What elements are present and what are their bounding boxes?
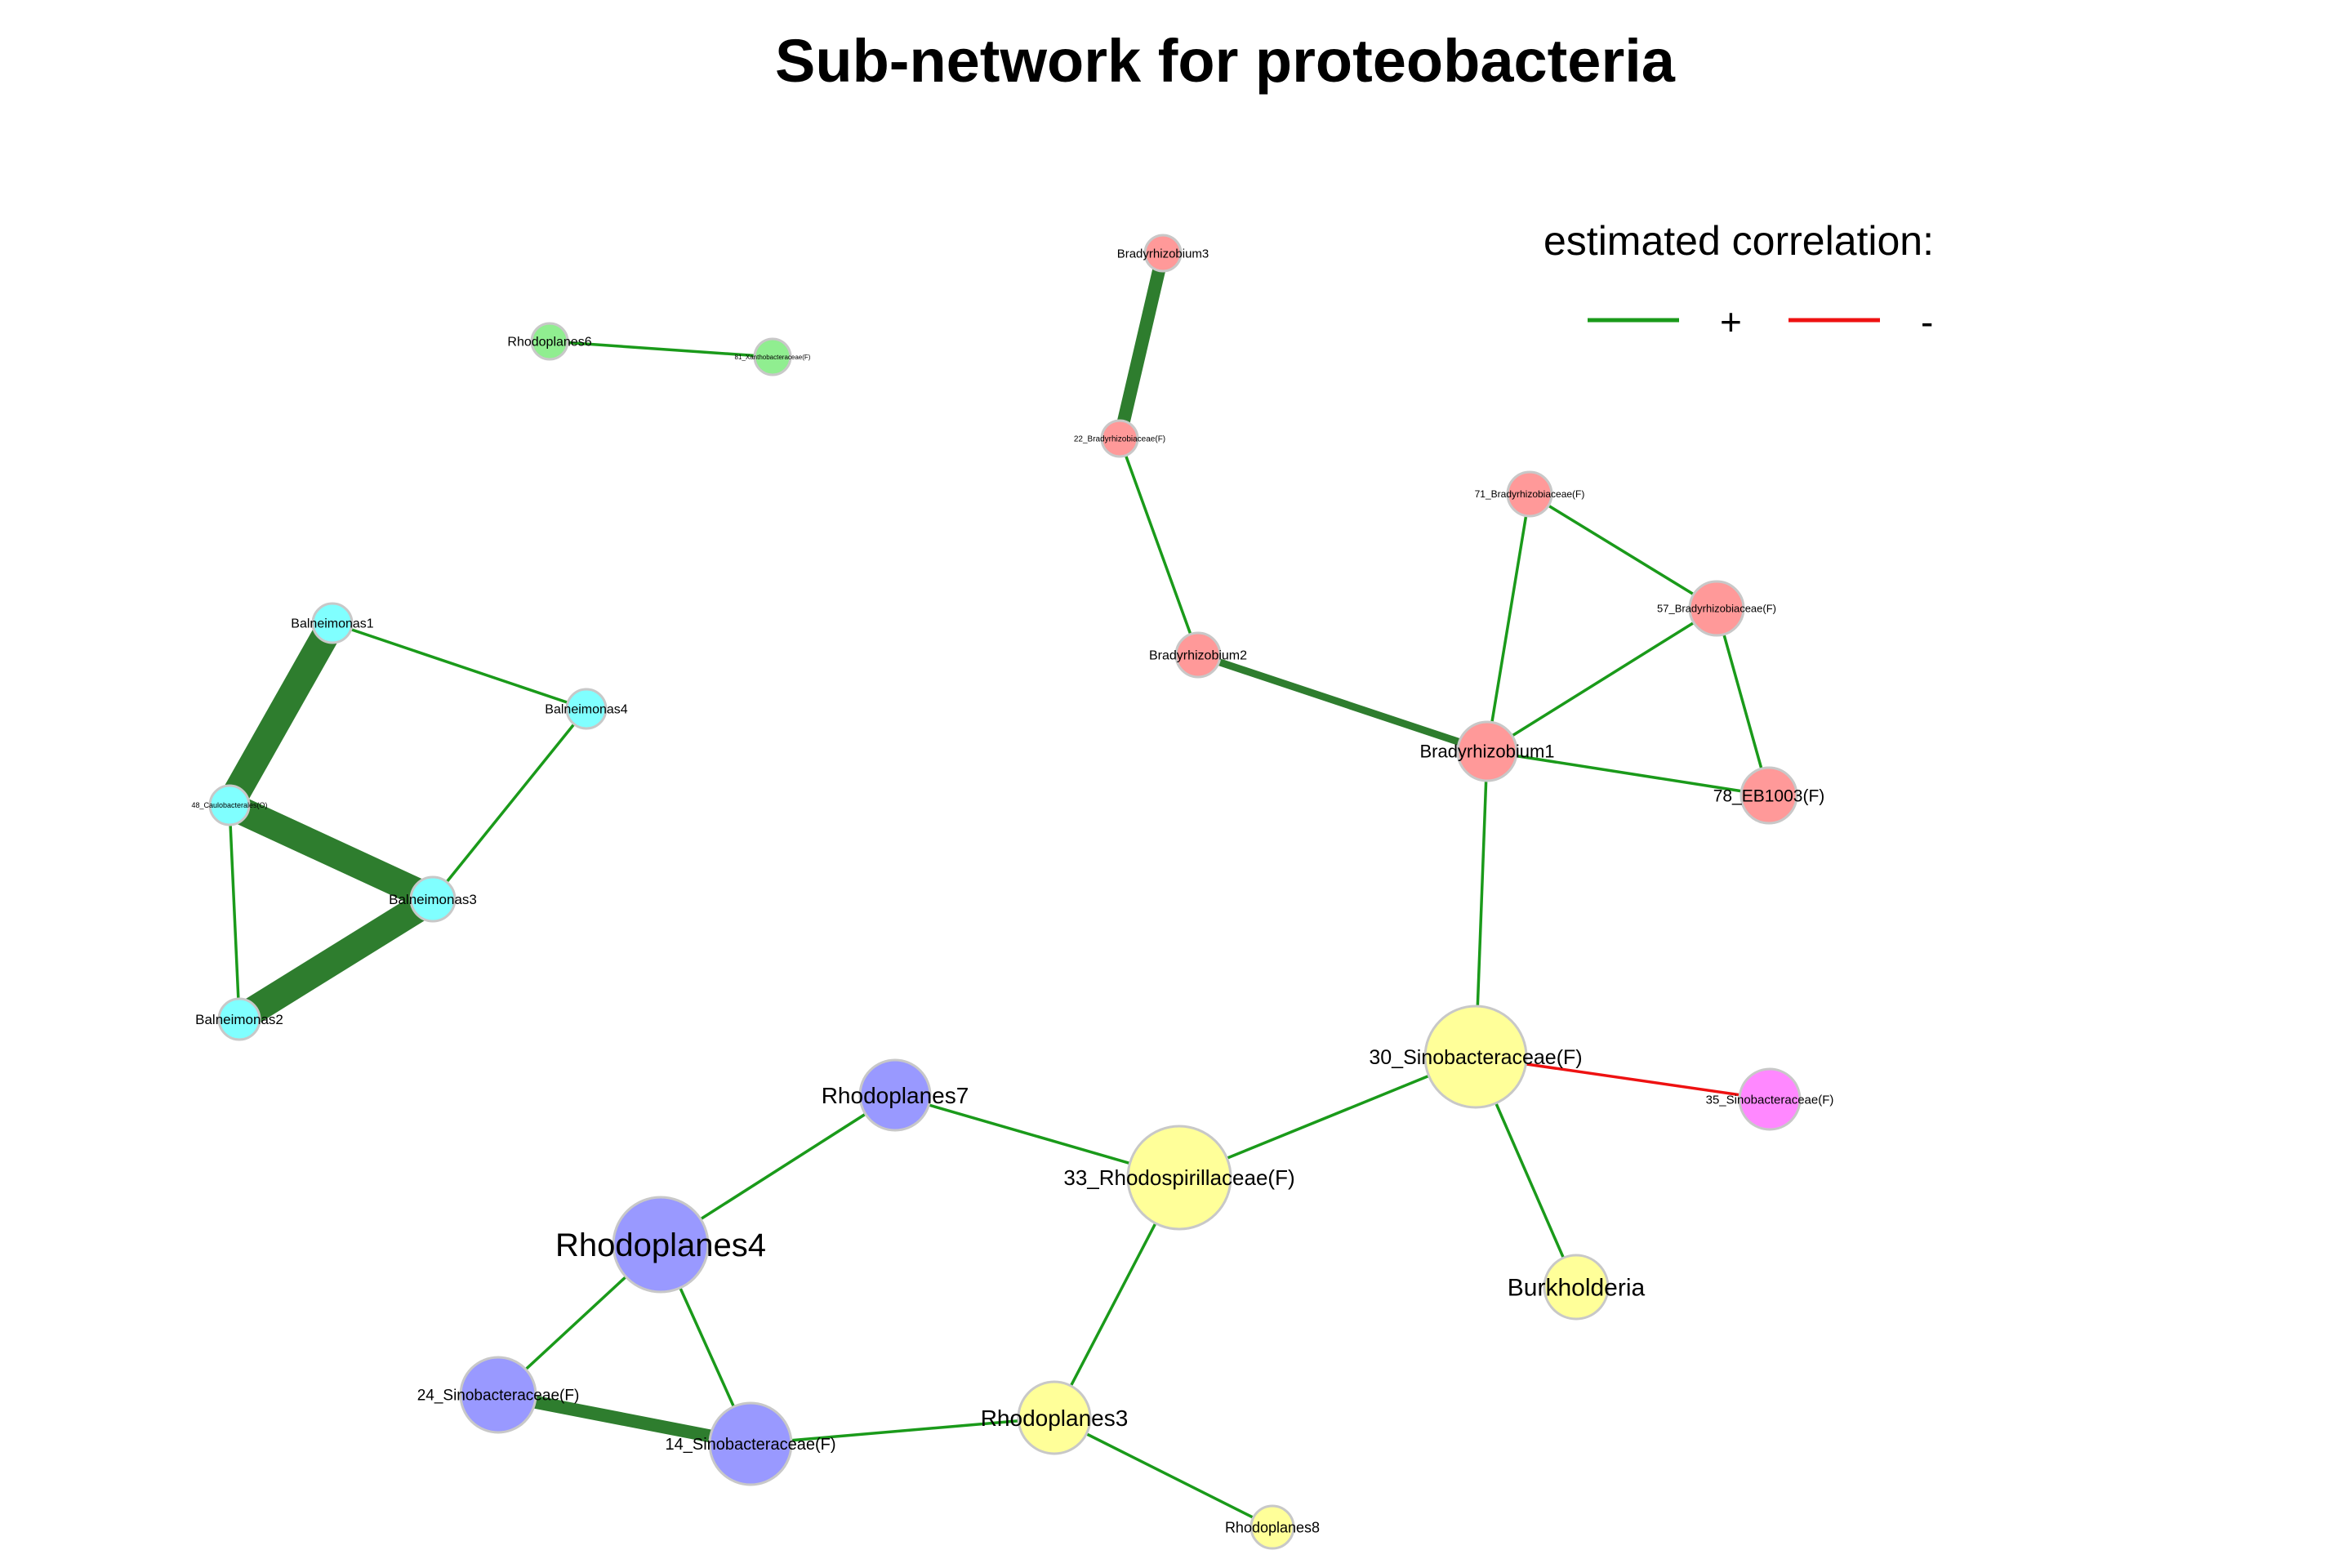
- node-circle-balneimonas3[interactable]: [409, 875, 457, 923]
- node-circle-rhodoplanes8[interactable]: [1250, 1504, 1295, 1550]
- edge-n71-n57: [1529, 492, 1717, 610]
- node-label-bradyrhizobium1: Bradyrhizobium1: [1419, 742, 1554, 762]
- node-circle-burkholderia[interactable]: [1543, 1254, 1610, 1321]
- edge-rhodoplanes6-n81: [549, 340, 773, 359]
- edge-n24-n14: [497, 1388, 752, 1450]
- node-label-n33: 33_Rhodospirillaceae(F): [1063, 1165, 1294, 1190]
- node-n81[interactable]: 81_Xanthobacteraceae(F): [735, 337, 811, 376]
- node-n33[interactable]: 33_Rhodospirillaceae(F): [1063, 1125, 1295, 1231]
- chart-title: Sub-network for proteobacteria: [775, 27, 1675, 95]
- node-bradyrhizobium2[interactable]: Bradyrhizobium2: [1149, 631, 1247, 679]
- node-n24[interactable]: 24_Sinobacteraceae(F): [417, 1356, 580, 1434]
- edge-n48-balneimonas3: [223, 792, 439, 912]
- node-circle-n35[interactable]: [1738, 1067, 1802, 1131]
- node-balneimonas4[interactable]: Balneimonas4: [545, 688, 628, 730]
- node-label-bradyrhizobium2: Bradyrhizobium2: [1149, 649, 1247, 663]
- node-n30[interactable]: 30_Sinobacteraceae(F): [1369, 1004, 1583, 1109]
- node-n48[interactable]: 48_Caulobacterales(O): [191, 784, 268, 826]
- node-circle-bradyrhizobium3[interactable]: [1143, 234, 1183, 273]
- legend: estimated correlation: + -: [1544, 218, 1934, 343]
- edge-balneimonas1-n48: [217, 616, 345, 813]
- node-label-balneimonas1: Balneimonas1: [291, 617, 374, 631]
- node-label-n14: 14_Sinobacteraceae(F): [665, 1436, 835, 1454]
- node-n14[interactable]: 14_Sinobacteraceae(F): [665, 1401, 836, 1486]
- node-circle-n33[interactable]: [1126, 1125, 1232, 1231]
- node-label-n81: 81_Xanthobacteraceae(F): [735, 354, 811, 361]
- node-rhodoplanes8[interactable]: Rhodoplanes8: [1225, 1504, 1320, 1550]
- node-label-n30: 30_Sinobacteraceae(F): [1369, 1046, 1582, 1069]
- node-label-n35: 35_Sinobacteraceae(F): [1706, 1093, 1834, 1107]
- node-circle-n14[interactable]: [708, 1401, 793, 1486]
- edges-layer: [217, 252, 1771, 1529]
- node-bradyrhizobium3[interactable]: Bradyrhizobium3: [1117, 234, 1209, 273]
- legend-negative-label: -: [1921, 301, 1933, 343]
- node-label-rhodoplanes3: Rhodoplanes3: [981, 1405, 1129, 1431]
- node-bradyrhizobium1[interactable]: Bradyrhizobium1: [1419, 720, 1555, 782]
- edge-n30-n33: [1178, 1055, 1477, 1179]
- node-circle-bradyrhizobium1[interactable]: [1456, 720, 1518, 782]
- edge-balneimonas4-balneimonas3: [431, 707, 588, 901]
- legend-title: estimated correlation:: [1544, 218, 1934, 264]
- edge-rhodoplanes3-rhodoplanes8: [1054, 1416, 1273, 1529]
- nodes-layer: Rhodoplanes6 81_Xanthobacteraceae(F) Brady…: [191, 234, 1834, 1550]
- node-n35[interactable]: 35_Sinobacteraceae(F): [1706, 1067, 1834, 1131]
- node-circle-n57[interactable]: [1688, 580, 1745, 637]
- node-circle-n81[interactable]: [753, 337, 792, 376]
- node-burkholderia[interactable]: Burkholderia: [1508, 1254, 1646, 1321]
- edge-n57-bradyrhizobium1: [1486, 607, 1717, 753]
- edge-bradyrhizobium1-n78: [1486, 750, 1770, 797]
- node-label-balneimonas4: Balneimonas4: [545, 703, 628, 717]
- node-n78[interactable]: 78_EB1003(F): [1713, 766, 1825, 825]
- edge-bradyrhizobium2-bradyrhizobium1: [1196, 651, 1489, 755]
- node-circle-n22[interactable]: [1100, 419, 1139, 458]
- node-rhodoplanes3[interactable]: Rhodoplanes3: [981, 1380, 1129, 1455]
- node-label-n48: 48_Caulobacterales(O): [191, 801, 267, 809]
- node-balneimonas1[interactable]: Balneimonas1: [291, 602, 374, 644]
- node-label-bradyrhizobium3: Bradyrhizobium3: [1117, 247, 1209, 261]
- node-label-rhodoplanes7: Rhodoplanes7: [822, 1083, 969, 1108]
- edge-n22-bradyrhizobium2: [1118, 438, 1200, 656]
- node-label-rhodoplanes4: Rhodoplanes4: [555, 1227, 766, 1263]
- node-label-n24: 24_Sinobacteraceae(F): [417, 1388, 580, 1405]
- node-circle-n48[interactable]: [208, 784, 251, 826]
- node-circle-n78[interactable]: [1740, 766, 1798, 825]
- node-circle-rhodoplanes3[interactable]: [1017, 1380, 1092, 1455]
- node-circle-bradyrhizobium2[interactable]: [1174, 631, 1222, 679]
- node-rhodoplanes7[interactable]: Rhodoplanes7: [822, 1058, 969, 1132]
- node-circle-rhodoplanes4[interactable]: [612, 1196, 710, 1294]
- node-circle-balneimonas2[interactable]: [217, 997, 261, 1041]
- legend-positive-label: +: [1720, 301, 1742, 343]
- node-n57[interactable]: 57_Bradyrhizobiaceae(F): [1657, 580, 1776, 637]
- node-label-rhodoplanes6: Rhodoplanes6: [507, 336, 591, 350]
- node-circle-n71[interactable]: [1506, 470, 1553, 518]
- node-balneimonas2[interactable]: Balneimonas2: [195, 997, 283, 1041]
- node-rhodoplanes6[interactable]: Rhodoplanes6: [507, 322, 592, 361]
- node-label-n71: 71_Bradyrhizobiaceae(F): [1475, 488, 1585, 500]
- node-label-rhodoplanes8: Rhodoplanes8: [1225, 1519, 1320, 1535]
- node-label-balneimonas2: Balneimonas2: [195, 1012, 283, 1027]
- edge-bradyrhizobium3-n22: [1113, 252, 1169, 440]
- node-balneimonas3[interactable]: Balneimonas3: [389, 875, 477, 923]
- node-label-n22: 22_Bradyrhizobiaceae(F): [1074, 435, 1165, 444]
- node-circle-rhodoplanes6[interactable]: [530, 322, 569, 361]
- node-circle-balneimonas4[interactable]: [565, 688, 608, 730]
- node-label-balneimonas3: Balneimonas3: [389, 892, 477, 907]
- edge-n57-n78: [1715, 608, 1771, 796]
- edge-n48-balneimonas2: [228, 804, 241, 1020]
- node-circle-rhodoplanes7[interactable]: [858, 1058, 932, 1132]
- node-label-n57: 57_Bradyrhizobiaceae(F): [1657, 603, 1776, 615]
- node-circle-n30[interactable]: [1423, 1004, 1528, 1109]
- node-circle-balneimonas1[interactable]: [311, 602, 354, 644]
- node-label-n78: 78_EB1003(F): [1713, 786, 1825, 805]
- node-label-burkholderia: Burkholderia: [1508, 1275, 1646, 1302]
- node-rhodoplanes4[interactable]: Rhodoplanes4: [555, 1196, 766, 1294]
- edge-balneimonas3-balneimonas2: [232, 887, 440, 1031]
- node-circle-n24[interactable]: [459, 1356, 537, 1434]
- edge-n71-bradyrhizobium1: [1486, 493, 1531, 752]
- node-n71[interactable]: 71_Bradyrhizobiaceae(F): [1475, 470, 1585, 518]
- edge-n14-rhodoplanes3: [750, 1416, 1055, 1446]
- node-n22[interactable]: 22_Bradyrhizobiaceae(F): [1074, 419, 1165, 458]
- edge-balneimonas1-balneimonas4: [332, 621, 587, 710]
